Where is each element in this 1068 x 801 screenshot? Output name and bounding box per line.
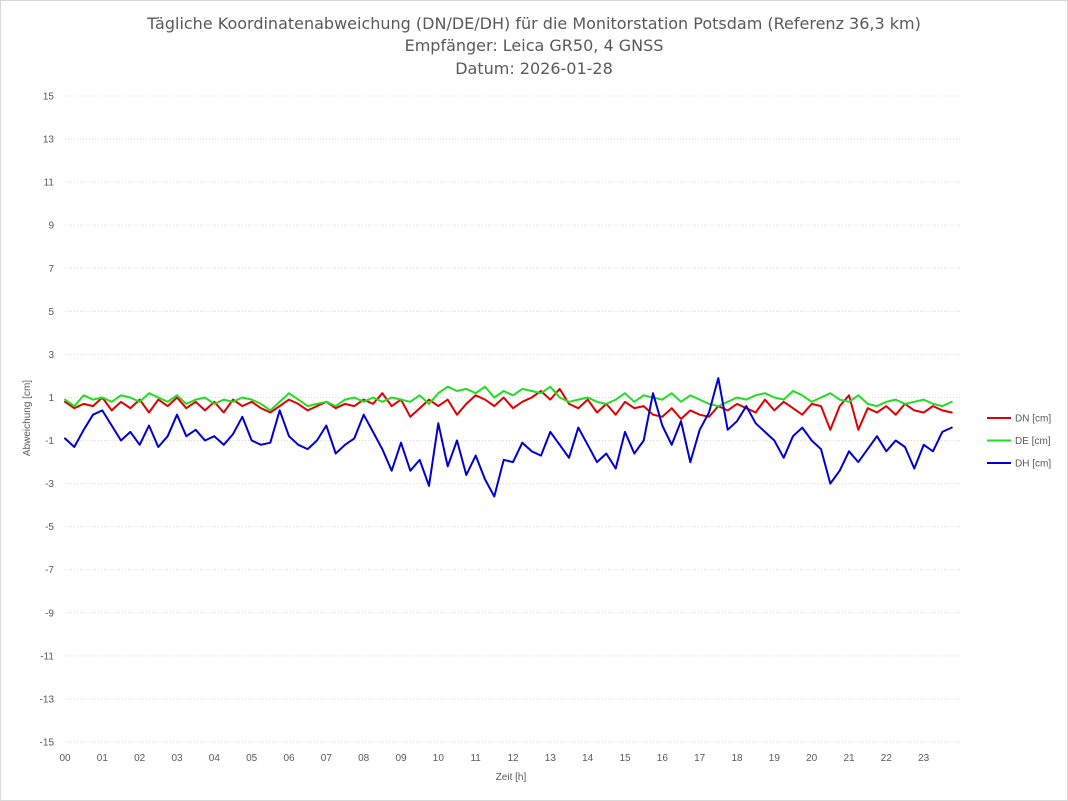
chart-title: Tägliche Koordinatenabweichung (DN/DE/DH…: [146, 14, 921, 78]
legend-label: DE [cm]: [1015, 436, 1051, 447]
x-axis-title: Zeit [h]: [496, 772, 527, 783]
x-tick-label: 18: [731, 753, 743, 764]
y-tick-label: 5: [48, 307, 54, 318]
x-tick-label: 08: [358, 753, 370, 764]
y-tick-label: -13: [40, 694, 55, 705]
x-tick-label: 06: [283, 753, 295, 764]
legend: DN [cm] DE [cm] DH [cm]: [987, 414, 1051, 470]
series-line-dh: [64, 377, 953, 498]
y-tick-label: 3: [48, 350, 54, 361]
y-tick-label: 13: [43, 135, 55, 146]
x-tick-label: 05: [246, 753, 258, 764]
series-line-dn: [64, 387, 953, 431]
x-tick-label: 23: [918, 753, 930, 764]
x-tick-label: 14: [582, 753, 594, 764]
y-tick-label: -7: [45, 565, 54, 576]
x-tick-label: 12: [507, 753, 519, 764]
y-tick-label: -3: [45, 479, 54, 490]
x-tick-label: 17: [694, 753, 706, 764]
x-tick-label: 09: [395, 753, 407, 764]
y-tick-label: -9: [45, 608, 54, 619]
y-tick-label: 9: [48, 221, 54, 232]
x-tick-label: 13: [545, 753, 557, 764]
y-tick-label: -5: [45, 522, 54, 533]
y-tick-label: -1: [45, 436, 54, 447]
x-tick-label: 19: [769, 753, 781, 764]
y-tick-label: 11: [44, 178, 55, 189]
x-tick-label: 03: [171, 753, 183, 764]
y-tick-label: -15: [40, 738, 55, 749]
y-axis-title: Abweichung [cm]: [22, 380, 33, 456]
grid-lines: [65, 95, 961, 743]
x-axis-tick-labels: 00 01 02 03 04 05 06 07 08 09 10 11 12 13 14 15 16 17 18 19…: [59, 753, 929, 764]
x-tick-label: 04: [209, 753, 221, 764]
x-tick-label: 07: [321, 753, 333, 764]
x-tick-label: 16: [657, 753, 669, 764]
legend-label: DH [cm]: [1015, 459, 1051, 470]
y-tick-label: -11: [40, 651, 54, 662]
x-tick-label: 11: [470, 753, 481, 764]
legend-label: DN [cm]: [1015, 414, 1051, 425]
x-tick-label: 02: [134, 753, 146, 764]
y-tick-label: 15: [43, 92, 55, 103]
x-tick-label: 01: [97, 753, 109, 764]
x-tick-label: 00: [59, 753, 71, 764]
x-tick-label: 15: [619, 753, 631, 764]
x-tick-label: 10: [433, 753, 445, 764]
series-lines: [64, 377, 953, 498]
x-tick-label: 22: [881, 753, 893, 764]
y-tick-label: 1: [48, 393, 54, 404]
chart-title-line-2: Empfänger: Leica GR50, 4 GNSS: [405, 36, 664, 55]
x-tick-label: 20: [806, 753, 818, 764]
chart-title-line-1: Tägliche Koordinatenabweichung (DN/DE/DH…: [146, 14, 921, 33]
y-axis-tick-labels: 15 13 11 9 7 5 3 1 -1 -3 -5 -7 -9 -11 -13 -15: [40, 92, 55, 749]
x-tick-label: 21: [843, 753, 855, 764]
chart-title-line-3: Datum: 2026-01-28: [455, 59, 613, 78]
series-line-de: [64, 385, 953, 412]
y-tick-label: 7: [48, 264, 54, 275]
